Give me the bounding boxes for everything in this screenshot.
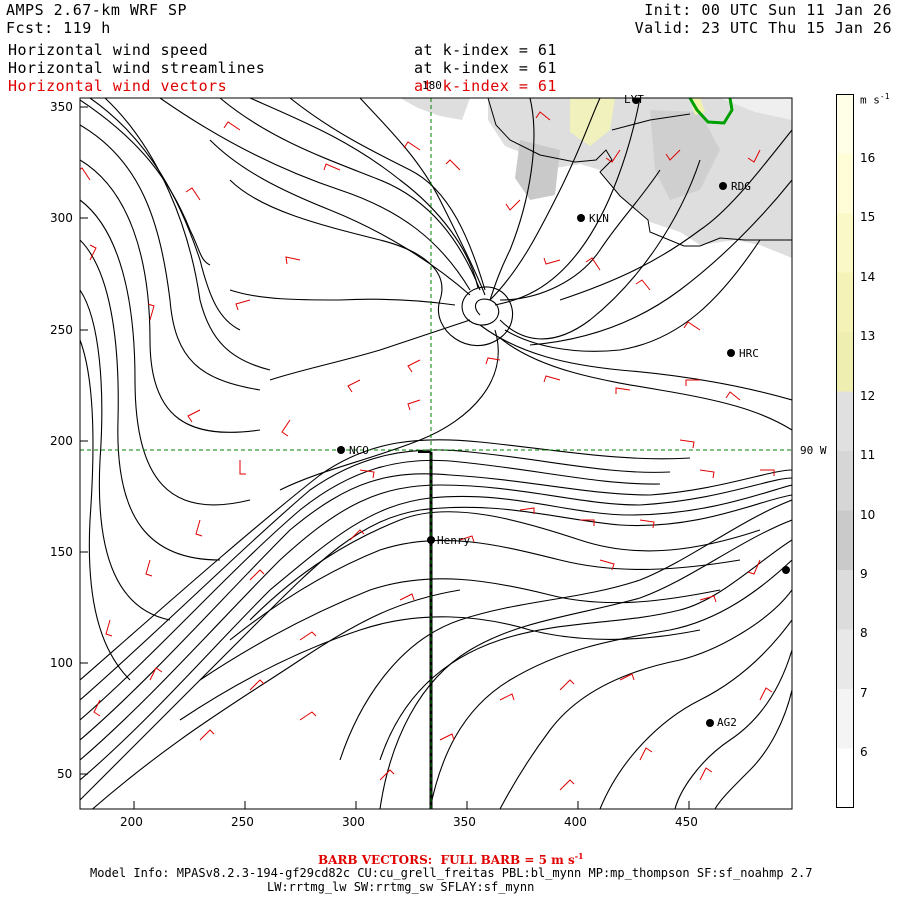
colorbar-unit: m s-1 <box>860 92 890 107</box>
colorbar-cell <box>836 451 854 511</box>
plot-frame <box>79 97 793 810</box>
x-tick-label: 350 <box>453 815 476 829</box>
colorbar-cell <box>836 570 854 630</box>
y-tick-label: 300 <box>50 211 73 225</box>
axis-ticks <box>80 106 690 809</box>
field-level-streamlines: at k-index = 61 <box>414 59 557 77</box>
colorbar-label: 15 <box>860 210 876 224</box>
coastlines <box>487 98 792 247</box>
colorbar-label: 10 <box>860 508 876 522</box>
physics-info: LW:rrtmg_lw SW:rrtmg_sw SFLAY:sf_mynn <box>267 880 535 894</box>
station-label-hrc: HRC <box>739 347 759 360</box>
colorbar-cell <box>836 391 854 452</box>
colorbar-cell <box>836 94 854 154</box>
colorbar-label: 8 <box>860 626 868 640</box>
y-tick-label: 250 <box>50 323 73 337</box>
x-tick-label: 400 <box>564 815 587 829</box>
y-tick-label: 350 <box>50 100 73 114</box>
map-title: AMPS 2.67-km WRF SP <box>6 1 188 19</box>
station-marker-nco <box>337 446 345 454</box>
meridian-label: 180 <box>422 79 442 92</box>
station-label-nco: NCO <box>349 444 369 457</box>
colorbar-label: 7 <box>860 686 868 700</box>
station-label-rdg: RDG <box>731 180 751 193</box>
colorbar-label: 9 <box>860 567 868 581</box>
colorbar-cell <box>836 689 854 749</box>
y-tick-label: 50 <box>57 767 73 781</box>
station-label-henry: Henry <box>437 534 471 547</box>
station-marker-lyt <box>632 98 640 104</box>
x-tick-label: 450 <box>675 815 698 829</box>
colorbar <box>836 94 854 808</box>
station-label-ag2: AG2 <box>717 716 737 729</box>
colorbar-label: 11 <box>860 448 876 462</box>
terrain-shading <box>400 98 792 258</box>
field-name-vectors: Horizontal wind vectors <box>8 77 228 95</box>
colorbar-cell <box>836 748 854 808</box>
init-time: Init: 00 UTC Sun 11 Jan 26 <box>644 1 892 19</box>
colorbar-cell <box>836 332 854 392</box>
y-tick-label: 150 <box>50 545 73 559</box>
station-label-lyt: LYT <box>624 93 644 106</box>
colorbar-cell <box>836 213 854 273</box>
colorbar-label: 16 <box>860 151 876 165</box>
y-tick-label: 100 <box>50 656 73 670</box>
x-tick-label: 200 <box>120 815 143 829</box>
station-markers <box>337 98 790 727</box>
forecast-hour: Fcst: 119 h <box>6 19 111 37</box>
colorbar-cell <box>836 153 854 214</box>
colorbar-label: 12 <box>860 389 876 403</box>
station-marker-hrc <box>727 349 735 357</box>
colorbar-label: 14 <box>860 270 876 284</box>
parallel-label: 90 W <box>800 444 827 457</box>
colorbar-label: 13 <box>860 329 876 343</box>
colorbar-label: 6 <box>860 745 868 759</box>
coastline-green <box>688 98 734 125</box>
valid-time: Valid: 23 UTC Thu 15 Jan 26 <box>634 19 892 37</box>
station-label-kln: KLN <box>589 212 609 225</box>
wind-barbs <box>80 111 775 791</box>
colorbar-cell <box>836 272 854 333</box>
station-marker-ag2 <box>706 719 714 727</box>
barb-note: BARB VECTORS: FULL BARB = 5 m s-1 <box>318 851 584 867</box>
station-marker-rdg <box>719 182 727 190</box>
x-tick-label: 300 <box>342 815 365 829</box>
field-name-speed: Horizontal wind speed <box>8 41 209 59</box>
field-level-speed: at k-index = 61 <box>414 41 557 59</box>
colorbar-cell <box>836 510 854 571</box>
station-marker-henry <box>427 536 435 544</box>
field-name-streamlines: Horizontal wind streamlines <box>8 59 266 77</box>
model-info: Model Info: MPASv8.2.3-194-gf29cd82c CU:… <box>90 866 813 880</box>
streamlines <box>80 98 792 809</box>
field-level-vectors: at k-index = 61 <box>414 77 557 95</box>
colorbar-cell <box>836 629 854 690</box>
station-marker-unlabeled <box>782 566 790 574</box>
y-tick-label: 200 <box>50 434 73 448</box>
x-tick-label: 250 <box>231 815 254 829</box>
station-marker-kln <box>577 214 585 222</box>
